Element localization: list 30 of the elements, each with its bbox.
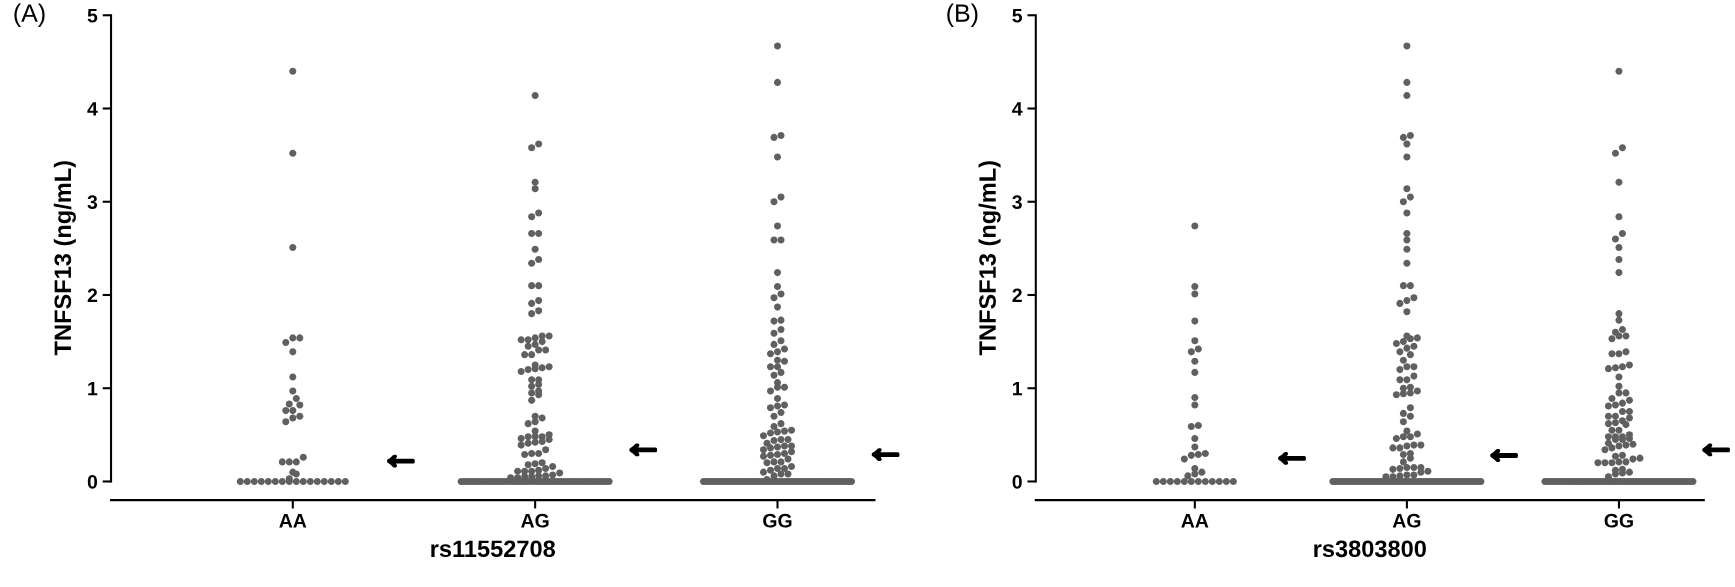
x-tick-label: AA (279, 514, 307, 528)
x-axis-title: rs11552708 (431, 540, 556, 558)
y-tick-label: 5 (87, 8, 98, 23)
y-axis-title: TNFSF13 (ng/mL) (978, 161, 1001, 356)
y-tick-label: 4 (1012, 102, 1023, 116)
annotation: ← (1491, 450, 1517, 461)
y-tick-label: 3 (87, 195, 98, 210)
y-tick-label: 1 (88, 381, 98, 396)
x-tick-label: AA (1181, 514, 1209, 528)
x-tick-label: AG (521, 513, 549, 528)
chart-title: (A) (14, 3, 45, 27)
x-tick-label: GG (763, 513, 792, 528)
y-tick-label: 5 (1012, 8, 1023, 23)
y-tick-label: 2 (1012, 288, 1022, 303)
y-tick-label: 0 (1012, 474, 1022, 489)
y-tick-label: 3 (1012, 195, 1022, 210)
annotation: ← (1703, 445, 1729, 455)
annotation: ← (873, 449, 898, 460)
annotation: ← (1279, 453, 1305, 464)
annotation: ← (630, 445, 656, 455)
annotation: ← (388, 456, 414, 466)
y-tick-label: 2 (87, 288, 98, 303)
x-tick-label: GG (1604, 513, 1633, 528)
y-axis-title: TNFSF13 (ng/mL) (53, 161, 76, 356)
y-tick-label: 0 (87, 474, 98, 489)
x-axis-title: rs3803800 (1314, 540, 1426, 558)
x-tick-label: AG (1392, 513, 1421, 528)
y-tick-label: 4 (87, 102, 98, 116)
chart-title: (B) (947, 3, 978, 27)
y-tick-label: 1 (1013, 381, 1023, 396)
